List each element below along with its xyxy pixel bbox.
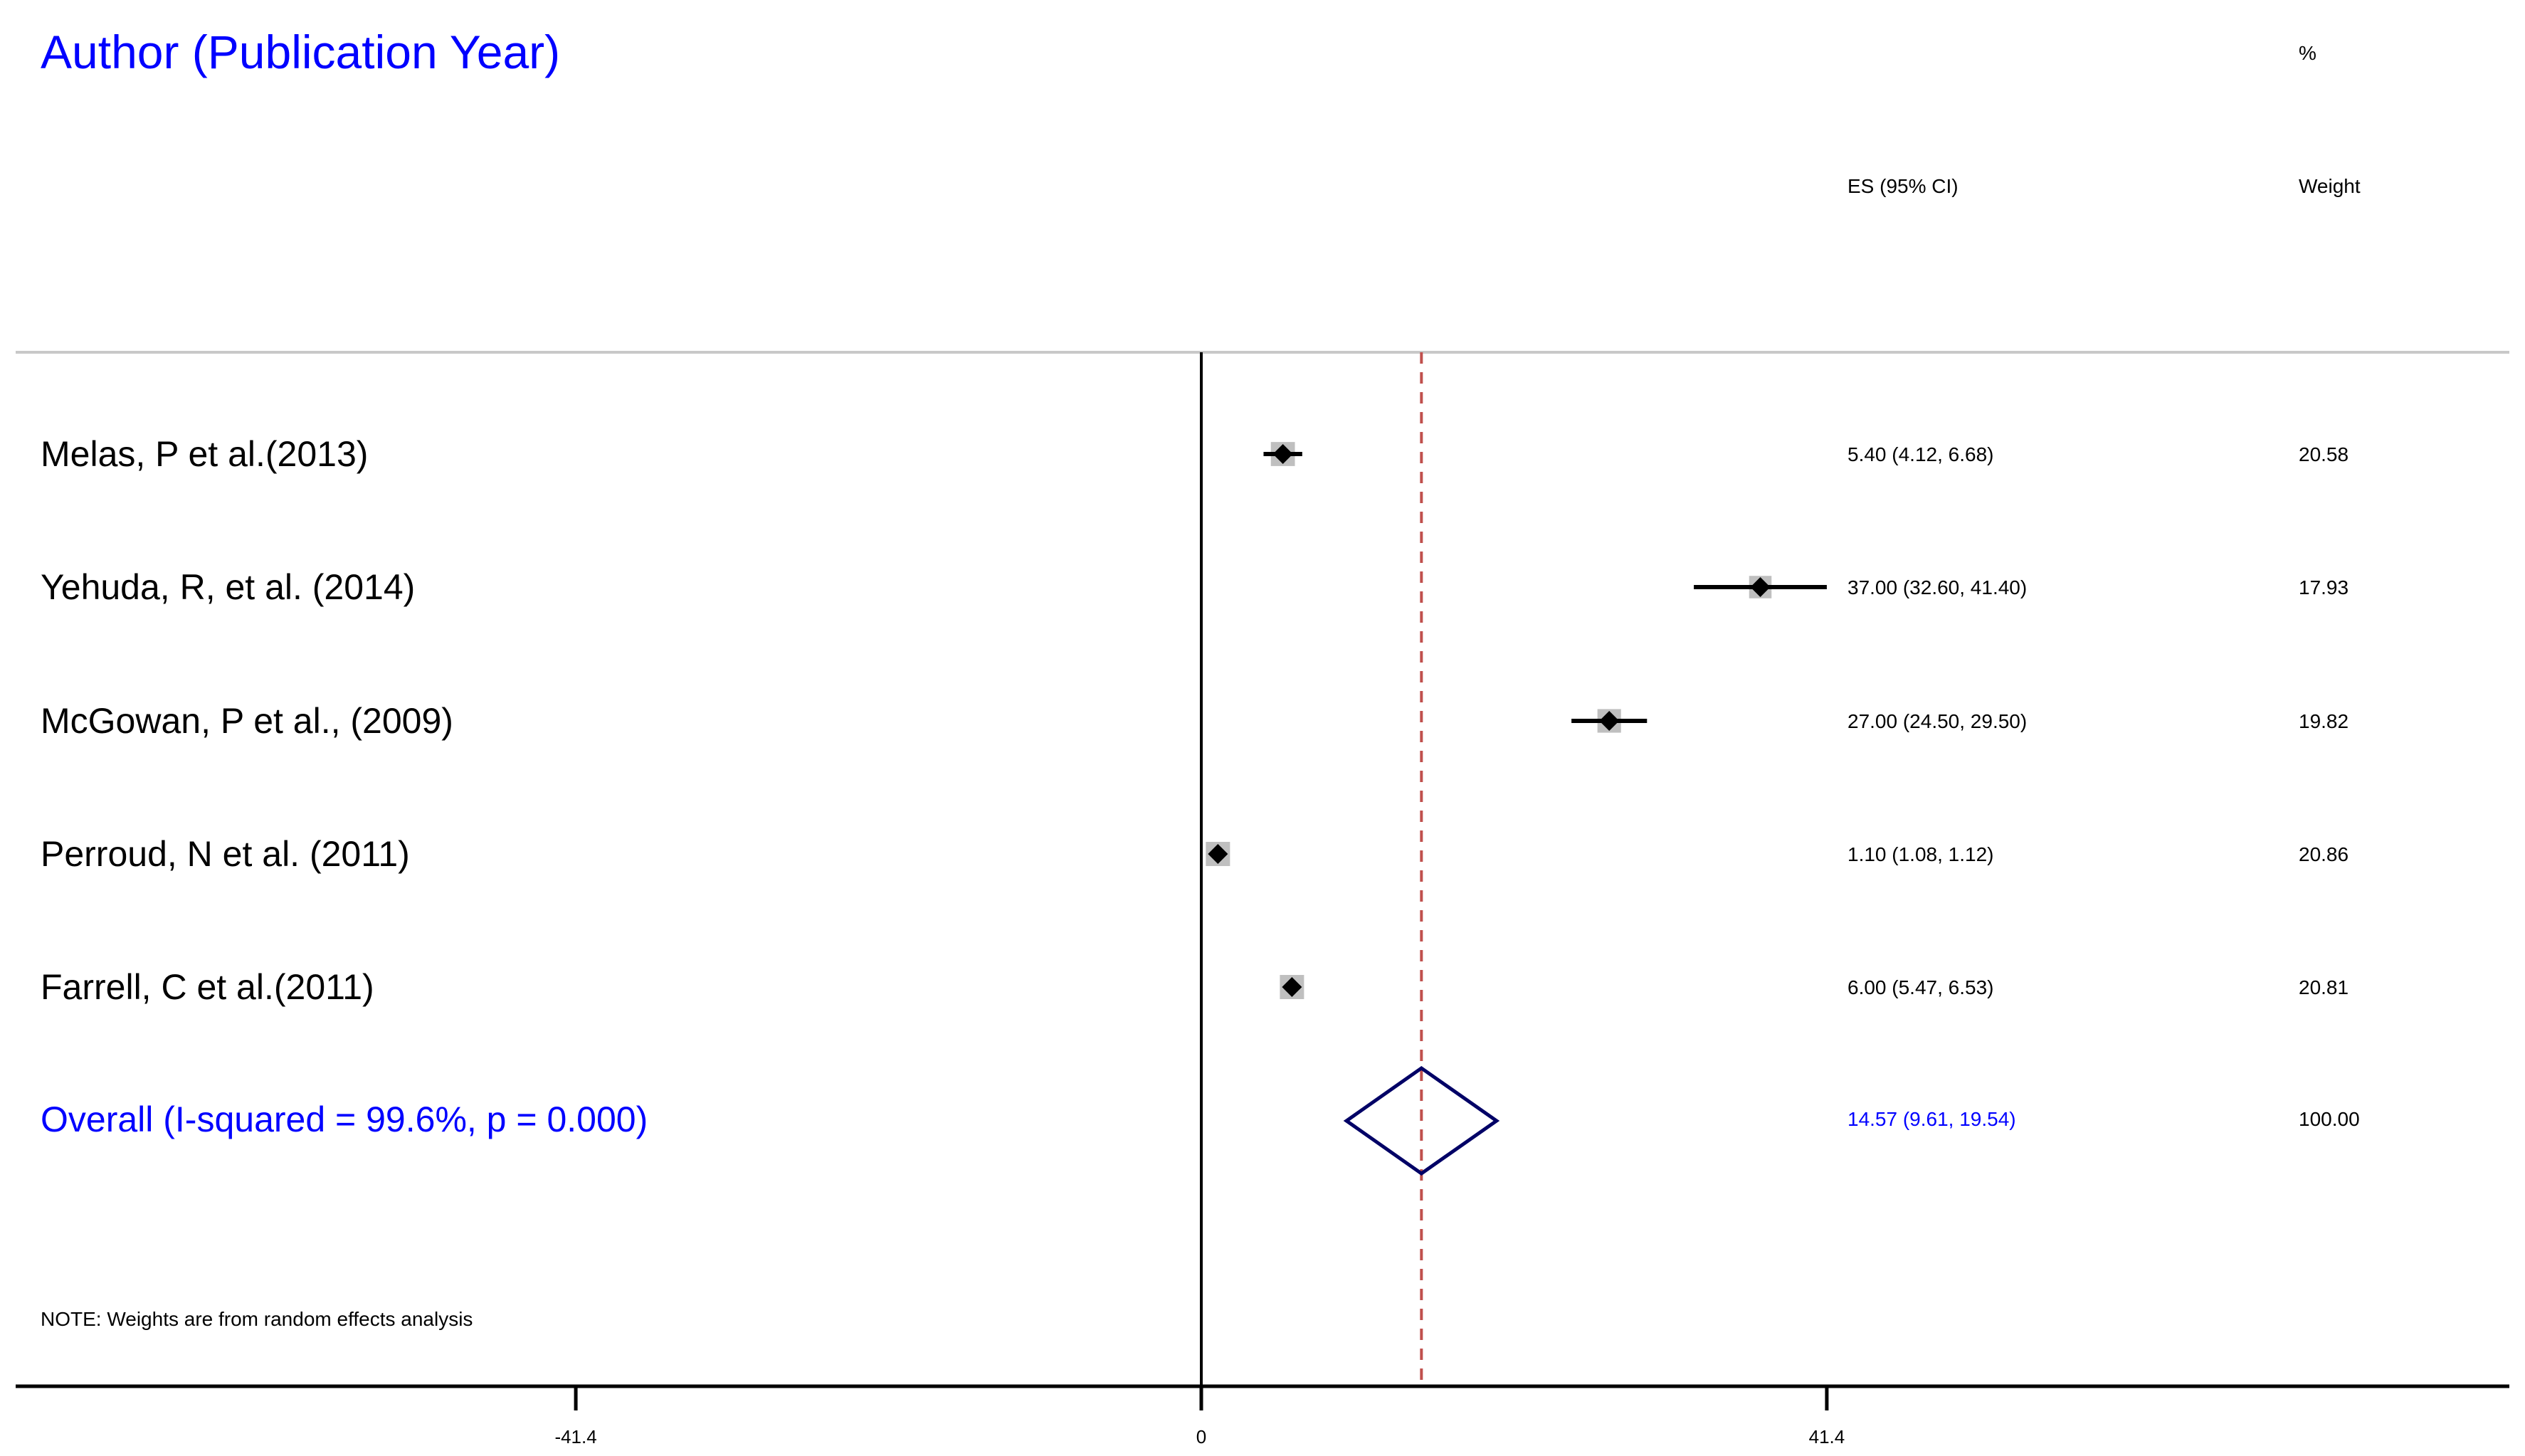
study-row: Farrell, C et al.(2011) 6.00 (5.47, 6.53)… bbox=[41, 967, 2349, 1007]
x-tick-label: -41.4 bbox=[554, 1426, 596, 1447]
study-weight: 19.82 bbox=[2299, 710, 2349, 732]
point-estimate-marker bbox=[1272, 444, 1293, 464]
study-label: Farrell, C et al.(2011) bbox=[41, 967, 374, 1007]
study-weight: 17.93 bbox=[2299, 576, 2349, 598]
study-label: Melas, P et al.(2013) bbox=[41, 434, 368, 474]
weight-percent-header: % bbox=[2299, 42, 2316, 64]
overall-label: Overall (I-squared = 99.6%, p = 0.000) bbox=[41, 1099, 648, 1139]
point-estimate-marker bbox=[1282, 977, 1302, 997]
x-tick-label: 41.4 bbox=[1809, 1426, 1845, 1447]
study-es-ci: 1.10 (1.08, 1.12) bbox=[1847, 843, 1993, 865]
x-tick-label: 0 bbox=[1196, 1426, 1206, 1447]
study-label: Yehuda, R, et al. (2014) bbox=[41, 567, 415, 607]
study-es-ci: 27.00 (24.50, 29.50) bbox=[1847, 710, 2027, 732]
study-weight: 20.81 bbox=[2299, 976, 2349, 998]
point-estimate-marker bbox=[1599, 711, 1620, 731]
overall-weight: 100.00 bbox=[2299, 1108, 2360, 1130]
overall-es-ci: 14.57 (9.61, 19.54) bbox=[1847, 1108, 2016, 1130]
header-title: Author (Publication Year) bbox=[41, 26, 560, 78]
es-ci-header: ES (95% CI) bbox=[1847, 175, 1959, 197]
study-row: Perroud, N et al. (2011) 1.10 (1.08, 1.12… bbox=[41, 834, 2349, 874]
x-axis-ticks: -41.4 0 41.4 bbox=[554, 1386, 1845, 1447]
study-label: Perroud, N et al. (2011) bbox=[41, 834, 410, 874]
study-label: McGowan, P et al., (2009) bbox=[41, 701, 453, 741]
study-weight: 20.58 bbox=[2299, 443, 2349, 465]
study-es-ci: 37.00 (32.60, 41.40) bbox=[1847, 576, 2027, 598]
point-estimate-marker bbox=[1750, 577, 1771, 597]
study-row: McGowan, P et al., (2009) 27.00 (24.50, 2… bbox=[41, 701, 2349, 741]
weight-header: Weight bbox=[2299, 175, 2361, 197]
study-es-ci: 6.00 (5.47, 6.53) bbox=[1847, 976, 1993, 998]
study-row: Melas, P et al.(2013) 5.40 (4.12, 6.68) 20… bbox=[41, 434, 2349, 474]
study-es-ci: 5.40 (4.12, 6.68) bbox=[1847, 443, 1993, 465]
overall-diamond bbox=[1343, 1065, 1500, 1176]
study-weight: 20.86 bbox=[2299, 843, 2349, 865]
footnote: NOTE: Weights are from random effects an… bbox=[41, 1308, 473, 1330]
study-row: Yehuda, R, et al. (2014) 37.00 (32.60, 41… bbox=[41, 567, 2349, 607]
point-estimate-marker bbox=[1208, 844, 1228, 864]
study-rows: Melas, P et al.(2013) 5.40 (4.12, 6.68) 20… bbox=[41, 434, 2349, 1007]
